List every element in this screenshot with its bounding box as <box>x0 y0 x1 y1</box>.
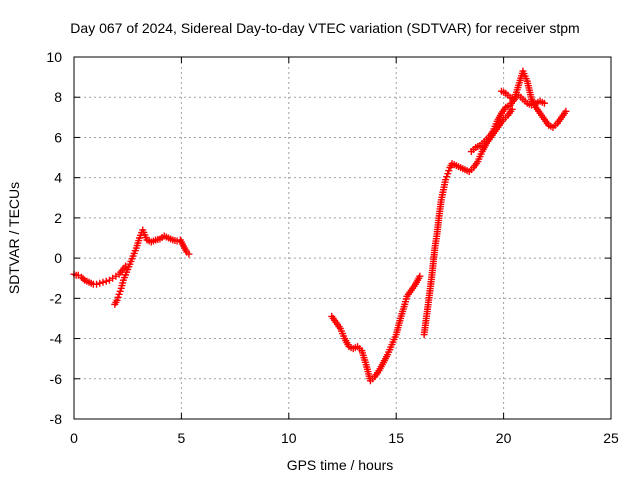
series-segment-1a <box>70 262 130 288</box>
data-point-marker <box>102 277 110 285</box>
y-tick-label: -6 <box>50 371 63 387</box>
chart-title: Day 067 of 2024, Sidereal Day-to-day VTE… <box>70 20 579 36</box>
y-tick-label: 0 <box>54 250 62 266</box>
data-point-marker <box>185 250 193 258</box>
series-segment-4 <box>467 67 570 156</box>
y-tick-label: 8 <box>54 89 62 105</box>
y-tick-label: 6 <box>54 129 62 145</box>
data-points <box>70 67 570 385</box>
grid-lines <box>74 57 611 419</box>
x-axis-label: GPS time / hours <box>287 457 394 473</box>
data-point-marker <box>99 278 107 286</box>
data-point-marker <box>562 107 570 115</box>
data-point-marker <box>416 272 424 280</box>
data-point-marker <box>93 280 101 288</box>
x-tick-label: 5 <box>178 430 186 446</box>
y-axis-label: SDTVAR / TECUs <box>6 182 22 294</box>
y-tick-label: -8 <box>50 411 63 427</box>
x-tick-label: 20 <box>496 430 512 446</box>
data-point-marker <box>79 275 87 283</box>
data-point-marker <box>96 279 104 287</box>
data-point-marker <box>508 105 516 113</box>
series-segment-5 <box>497 87 548 109</box>
plot-frame <box>73 56 612 420</box>
y-tick-label: 2 <box>54 210 62 226</box>
data-point-marker <box>173 237 181 245</box>
tick-labels: 0 5 10 15 20 25 -8 -6 -4 -2 0 2 4 6 8 10 <box>46 49 619 446</box>
series-segment-3 <box>420 105 516 339</box>
y-tick-label: 4 <box>54 170 62 186</box>
x-tick-label: 25 <box>603 430 619 446</box>
y-tick-label: -4 <box>50 331 63 347</box>
x-tick-label: 0 <box>70 430 78 446</box>
data-point-marker <box>540 99 548 107</box>
series-segment-2 <box>328 272 424 385</box>
y-tick-label: -2 <box>50 290 63 306</box>
x-tick-label: 15 <box>388 430 404 446</box>
axis-ticks <box>73 56 612 420</box>
x-tick-label: 10 <box>281 430 297 446</box>
y-tick-label: 10 <box>46 49 62 65</box>
series-segment-1b <box>111 226 193 308</box>
